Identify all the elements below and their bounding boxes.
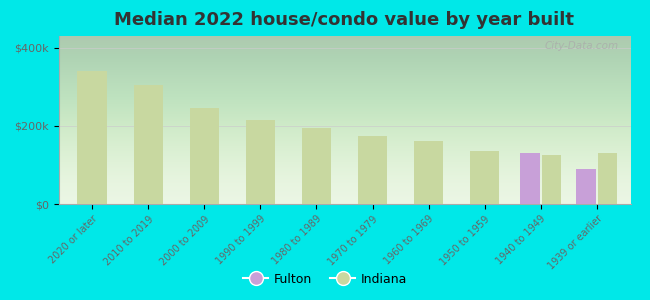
Bar <box>358 136 387 204</box>
Legend: Fulton, Indiana: Fulton, Indiana <box>239 268 411 291</box>
Bar <box>598 153 618 204</box>
Bar <box>302 128 332 204</box>
Bar <box>470 151 499 204</box>
Bar <box>190 108 219 204</box>
Bar <box>541 155 562 204</box>
Title: Median 2022 house/condo value by year built: Median 2022 house/condo value by year bu… <box>114 11 575 29</box>
Text: City-Data.com: City-Data.com <box>545 41 619 51</box>
Bar <box>77 71 107 204</box>
Bar <box>246 120 275 204</box>
Bar <box>133 85 163 204</box>
Bar <box>414 142 443 204</box>
Bar <box>520 153 540 204</box>
Bar <box>577 169 596 204</box>
